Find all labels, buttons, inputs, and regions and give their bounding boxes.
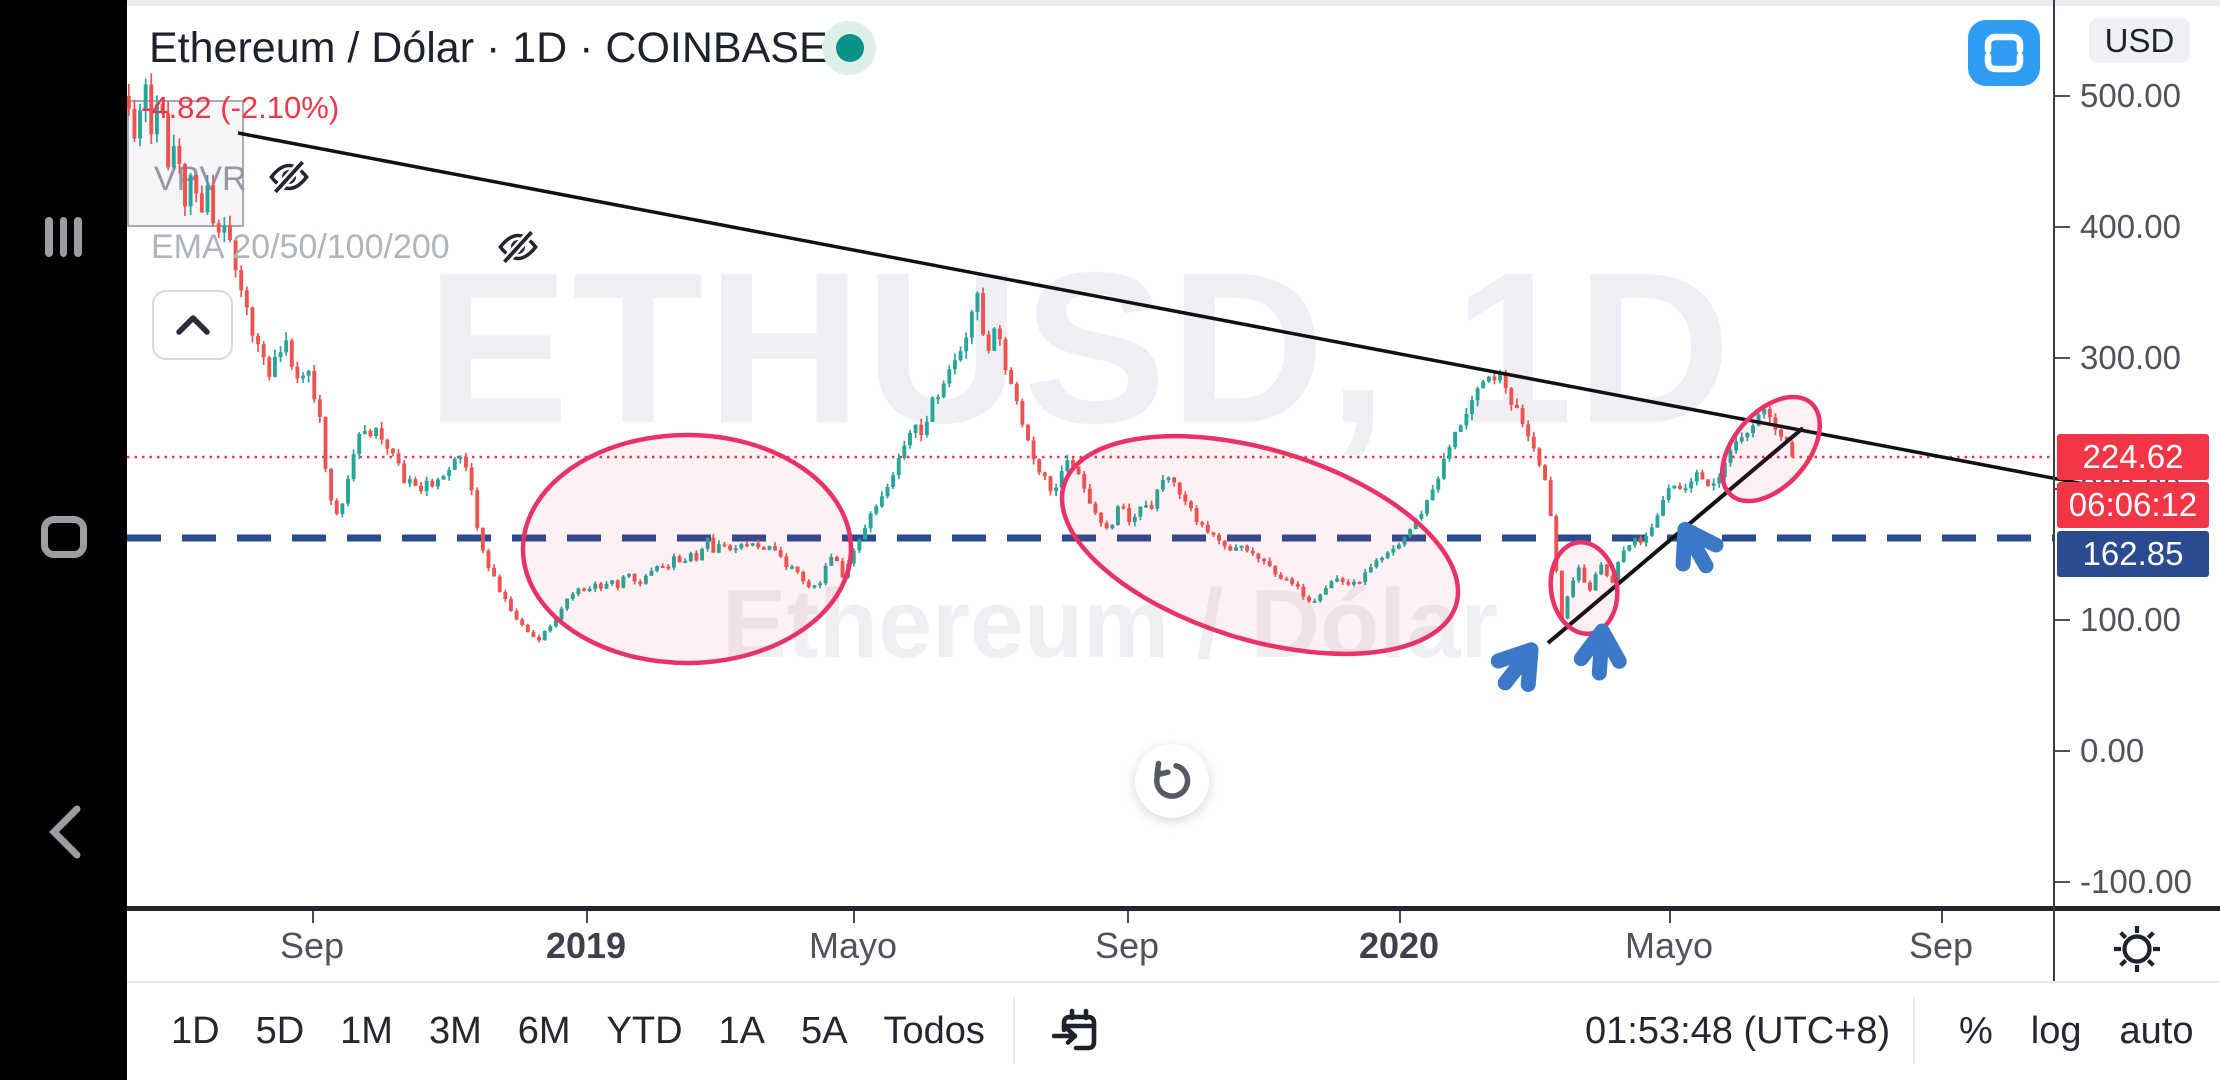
price-tick-dash (2055, 750, 2070, 752)
time-tick-label: Mayo (1624, 925, 1714, 966)
time-axis[interactable]: Sep 2019 Mayo Sep 2020 Mayo Sep (127, 906, 2220, 981)
toolbar-divider (1913, 998, 1915, 1064)
bottom-toolbar: 1D 5D 1M 3M 6M YTD 1A 5A Todos 01:53:48 (UTC+8) … (127, 981, 2220, 1080)
time-tick-dash (1941, 911, 1943, 923)
multi-window-button[interactable] (1968, 20, 2040, 86)
time-tick-dash (1399, 911, 1401, 923)
collapse-legend-button[interactable] (152, 290, 233, 360)
price-tick-dash (2055, 95, 2070, 97)
annotation-ellipse[interactable] (1545, 538, 1623, 638)
market-status-dot[interactable] (836, 34, 864, 62)
recents-icon[interactable] (45, 217, 82, 257)
screen-brackets-icon (1984, 33, 2024, 73)
clock-label[interactable]: 01:53:48 (UTC+8) (1585, 1010, 1891, 1052)
vpvr-visibility-toggle-icon[interactable] (266, 154, 312, 200)
annotation-arrow[interactable] (1573, 623, 1627, 681)
chevron-up-icon (175, 315, 210, 335)
time-tick-label: 2019 (545, 925, 627, 966)
currency-pill[interactable]: USD (2089, 18, 2190, 63)
ascending-trendline[interactable] (1546, 426, 1805, 645)
price-tick-label: 400.00 (2080, 208, 2181, 245)
chart-watermark-symbol: ETHUSD, 1D (425, 227, 1735, 468)
range-button-5a[interactable]: 5A (801, 1010, 848, 1052)
rotate-ccw-icon (1154, 760, 1191, 799)
time-tick-label: Sep (279, 925, 345, 966)
price-tick-dash (2055, 357, 2070, 359)
annotation-ellipse[interactable] (520, 432, 854, 666)
range-button-todos[interactable]: Todos (883, 1010, 985, 1052)
candlestick-series (126, 73, 1795, 643)
annotation-arrow[interactable] (1669, 520, 1724, 575)
scale-button-percent[interactable]: % (1959, 1010, 1993, 1052)
time-tick-dash (312, 911, 314, 923)
annotation-ellipse[interactable] (1703, 379, 1839, 520)
reset-chart-button[interactable] (1135, 744, 1209, 818)
countdown-badge: 06:06:12 (2057, 482, 2209, 528)
range-button-1d[interactable]: 1D (171, 1010, 220, 1052)
annotation-ellipse[interactable] (1036, 394, 1484, 696)
android-nav-bar (0, 0, 127, 1080)
time-tick-dash (586, 911, 588, 923)
time-tick-dash (1669, 911, 1671, 923)
scale-buttons: % log auto (1959, 983, 2193, 1080)
annotation-arrow[interactable] (1490, 638, 1546, 694)
date-range-buttons: 1D 5D 1M 3M 6M YTD 1A 5A Todos (171, 983, 985, 1080)
go-to-date-icon[interactable] (1052, 1006, 1102, 1060)
price-tick-dash (2055, 226, 2070, 228)
price-tick-label: 300.00 (2080, 339, 2181, 376)
price-tick-dash (2055, 881, 2070, 883)
scale-button-auto[interactable]: auto (2119, 1010, 2194, 1052)
time-tick-dash (1127, 911, 1129, 923)
support-price-badge: 162.85 (2057, 531, 2209, 577)
time-tick-label: Mayo (808, 925, 898, 966)
price-tick-dash (2055, 619, 2070, 621)
price-tick-label: 500.00 (2080, 77, 2181, 114)
back-icon[interactable] (48, 805, 82, 859)
range-button-5d[interactable]: 5D (255, 1010, 305, 1052)
chart-watermark-name: Ethereum / Dólar (721, 569, 1499, 678)
range-button-3m[interactable]: 3M (428, 1010, 482, 1052)
symbol-title[interactable]: Ethereum / Dólar · 1D · COINBASE (149, 24, 828, 72)
time-tick-dash (853, 911, 855, 923)
indicator-ema-label: EMA 20/50/100/200 (151, 228, 450, 266)
range-button-ytd[interactable]: YTD (606, 1010, 683, 1052)
price-tick-label: 0.00 (2080, 732, 2145, 769)
ema-visibility-toggle-icon[interactable] (495, 224, 541, 270)
toolbar-divider (1013, 998, 1015, 1064)
price-tick-label: -100.00 (2080, 863, 2192, 900)
price-change-label: -4.82 (-2.10%) (141, 90, 340, 125)
range-button-1a[interactable]: 1A (718, 1010, 766, 1052)
home-icon[interactable] (41, 516, 87, 558)
range-button-6m[interactable]: 6M (517, 1010, 571, 1052)
time-tick-label: 2020 (1358, 925, 1440, 966)
range-button-1m[interactable]: 1M (340, 1010, 393, 1052)
last-price-badge: 224.62 (2057, 434, 2209, 480)
chart-settings-gear-icon[interactable] (2109, 921, 2165, 977)
price-axis[interactable]: USD 500.00400.00300.00200.00100.000.00-1… (2053, 0, 2220, 981)
time-tick-label: Sep (1908, 925, 1974, 966)
time-tick-label: Sep (1094, 925, 1160, 966)
scale-button-log[interactable]: log (2030, 1010, 2082, 1052)
descending-trendline[interactable] (237, 131, 2206, 509)
price-tick-label: 100.00 (2080, 601, 2181, 638)
top-strip (127, 0, 2220, 6)
